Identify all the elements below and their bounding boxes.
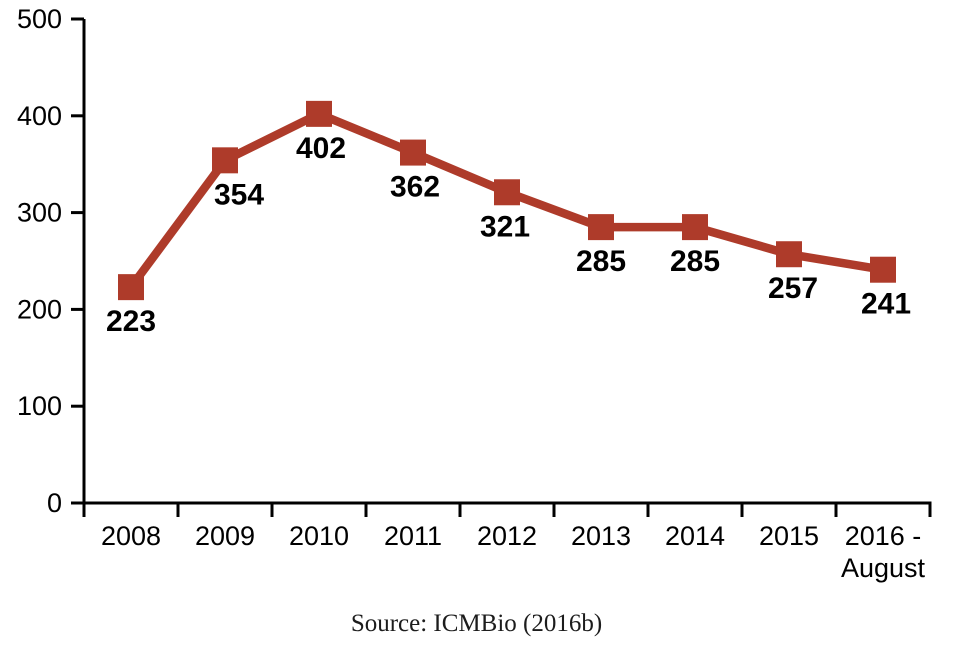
data-point-marker — [306, 100, 332, 127]
y-axis-tick-label: 400 — [17, 101, 62, 131]
y-axis-tick-label: 300 — [17, 198, 62, 228]
data-point-label: 402 — [296, 132, 346, 165]
x-axis-label: 2015 — [759, 521, 819, 551]
data-point-marker — [588, 214, 614, 241]
x-axis-label: 2012 — [477, 521, 537, 551]
x-axis-label: 2008 — [101, 521, 161, 551]
data-point-marker — [494, 179, 520, 206]
data-point-label: 354 — [214, 178, 264, 211]
data-point-marker — [212, 147, 238, 174]
y-axis-tick-label: 0 — [47, 488, 62, 518]
y-axis-tick-label: 500 — [17, 4, 62, 34]
y-axis-tick-label: 100 — [17, 391, 62, 421]
x-axis-label: 2013 — [571, 521, 631, 551]
data-point-marker — [682, 214, 708, 241]
data-point-marker — [118, 274, 144, 301]
data-point-label: 257 — [768, 272, 818, 305]
data-point-label: 321 — [480, 210, 530, 243]
data-point-label: 285 — [670, 245, 720, 278]
chart-canvas: 0 100 200 300 400 500 2008 2009 2010 2011 2012 2013… — [17, 4, 932, 583]
data-point-marker — [870, 256, 896, 283]
x-axis-label: 2014 — [665, 521, 725, 551]
x-axis-label: 2011 — [384, 521, 442, 551]
x-axis-label: 2009 — [195, 521, 255, 551]
data-point-label: 223 — [106, 305, 156, 338]
data-point-label: 362 — [390, 171, 440, 204]
line-chart-figure: 0 100 200 300 400 500 2008 2009 2010 2011 2012 2013… — [17, 4, 932, 583]
data-point-marker — [776, 241, 802, 268]
data-point-label: 241 — [861, 288, 911, 321]
source-caption: Source: ICMBio (2016b) — [350, 610, 603, 637]
data-point-label: 285 — [576, 245, 626, 278]
x-axis-label: 2010 — [289, 521, 349, 551]
y-axis-tick-label: 200 — [17, 294, 62, 324]
x-axis-label: 2016 -August — [841, 521, 926, 583]
data-point-marker — [400, 139, 426, 166]
